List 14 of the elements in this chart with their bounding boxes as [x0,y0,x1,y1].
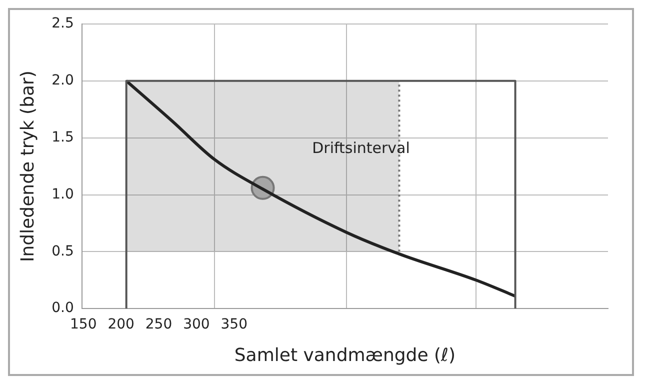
x-tick-label: 300 [183,316,210,333]
y-tick-label: 2.5 [52,16,74,32]
y-tick-label: 1.5 [52,129,74,146]
x-tick-label: 150 [70,316,97,333]
x-tick-label: 250 [145,316,172,333]
x-tick-label: 350 [220,316,248,333]
y-tick-label: 2.0 [52,72,74,89]
y-tick-label: 0.0 [52,300,74,316]
y-tick-label: 1.0 [52,186,74,202]
y-axis-title: Indledende tryk (bar) [17,70,38,262]
annotation: Driftsinterval [312,139,410,158]
x-axis-title: Samlet vandmængde (ℓ) [234,344,456,366]
x-tick-label: 200 [108,316,134,333]
y-tick-label: 0.5 [52,243,74,260]
